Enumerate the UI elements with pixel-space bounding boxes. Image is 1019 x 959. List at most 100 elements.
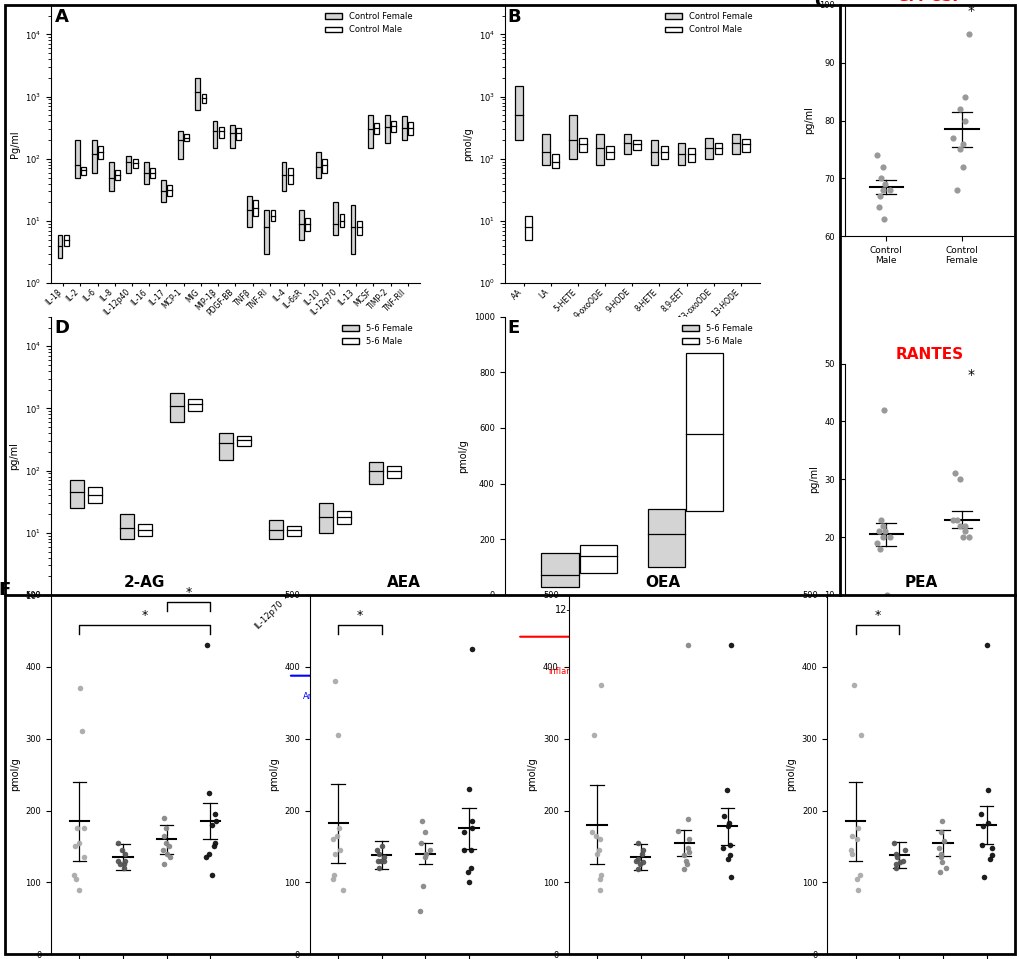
Bar [161, 180, 166, 202]
Y-axis label: pmol/g: pmol/g [10, 758, 19, 791]
Point [972, 807, 988, 822]
Point [422, 842, 438, 857]
Point [874, 529, 891, 545]
Point [109, 854, 125, 869]
Point [373, 854, 389, 869]
Point [589, 846, 605, 861]
Bar [184, 134, 190, 142]
Point [592, 677, 608, 692]
Bar [235, 129, 240, 140]
Point [848, 831, 864, 847]
Bar [270, 210, 275, 221]
Point [70, 882, 87, 898]
Bar [237, 436, 251, 446]
Point [720, 848, 737, 863]
Point [112, 856, 128, 872]
Text: *: * [357, 609, 363, 622]
Point [374, 839, 390, 854]
Point [871, 512, 888, 527]
Point [933, 854, 950, 870]
Point [207, 835, 223, 851]
Bar [384, 115, 389, 143]
Point [714, 840, 731, 855]
Text: Anti-inflammatory: Anti-inflammatory [303, 692, 378, 701]
Point [679, 840, 695, 855]
Point [680, 831, 696, 847]
Point [586, 727, 602, 742]
Point [954, 159, 970, 175]
Point [369, 854, 385, 869]
Bar [64, 235, 68, 246]
Text: Anti-inflammatory: Anti-inflammatory [311, 381, 387, 389]
Point [874, 182, 891, 198]
Bar [322, 159, 327, 173]
Point [161, 850, 177, 865]
Text: *: * [185, 586, 192, 599]
Bar [138, 524, 152, 536]
Point [71, 835, 88, 851]
Point [960, 26, 976, 41]
Bar [741, 139, 749, 152]
Point [68, 821, 85, 836]
Text: F: F [0, 580, 11, 598]
Bar [704, 137, 712, 159]
Point [71, 681, 88, 696]
Bar [515, 85, 522, 140]
Bar [714, 143, 721, 153]
Point [156, 810, 172, 826]
Point [116, 854, 132, 869]
Point [412, 903, 428, 919]
Bar [247, 197, 252, 227]
Point [198, 850, 214, 865]
Text: A: A [55, 8, 68, 26]
Bar [605, 146, 613, 159]
Text: E: E [506, 319, 519, 338]
Point [591, 842, 607, 857]
Point [870, 199, 887, 215]
Point [369, 842, 385, 857]
Bar [115, 171, 120, 180]
Point [154, 842, 170, 857]
Point [464, 813, 480, 829]
Point [159, 846, 175, 861]
Text: *: * [142, 609, 148, 622]
Y-axis label: pg/ml: pg/ml [803, 106, 813, 134]
Bar [374, 123, 378, 134]
Bar [57, 235, 62, 258]
Text: Pro-
inflammatory: Pro- inflammatory [547, 656, 603, 675]
Bar [287, 526, 301, 536]
Bar [336, 511, 351, 524]
Text: *: * [873, 609, 879, 622]
Point [952, 142, 968, 157]
Bar [650, 140, 657, 165]
Point [871, 171, 888, 186]
Bar [196, 78, 200, 110]
Bar [541, 134, 549, 165]
Point [887, 856, 903, 872]
Point [418, 846, 434, 861]
Point [722, 638, 739, 653]
Bar [408, 122, 413, 135]
Point [954, 136, 970, 152]
Bar [229, 125, 234, 148]
Bar [88, 487, 102, 503]
Point [894, 854, 910, 869]
Text: C: C [813, 0, 826, 12]
Point [718, 852, 735, 867]
Bar [305, 219, 310, 230]
Bar [319, 503, 333, 533]
Point [975, 869, 991, 884]
Point [935, 833, 952, 849]
Point [460, 875, 476, 890]
Point [326, 673, 342, 689]
Point [933, 813, 950, 829]
Point [721, 869, 738, 884]
Point [207, 813, 223, 829]
Point [948, 182, 964, 198]
Point [415, 878, 431, 894]
Point [954, 529, 970, 545]
Bar [253, 199, 258, 216]
Bar [281, 162, 286, 192]
Point [324, 831, 340, 847]
Bar [524, 216, 532, 240]
